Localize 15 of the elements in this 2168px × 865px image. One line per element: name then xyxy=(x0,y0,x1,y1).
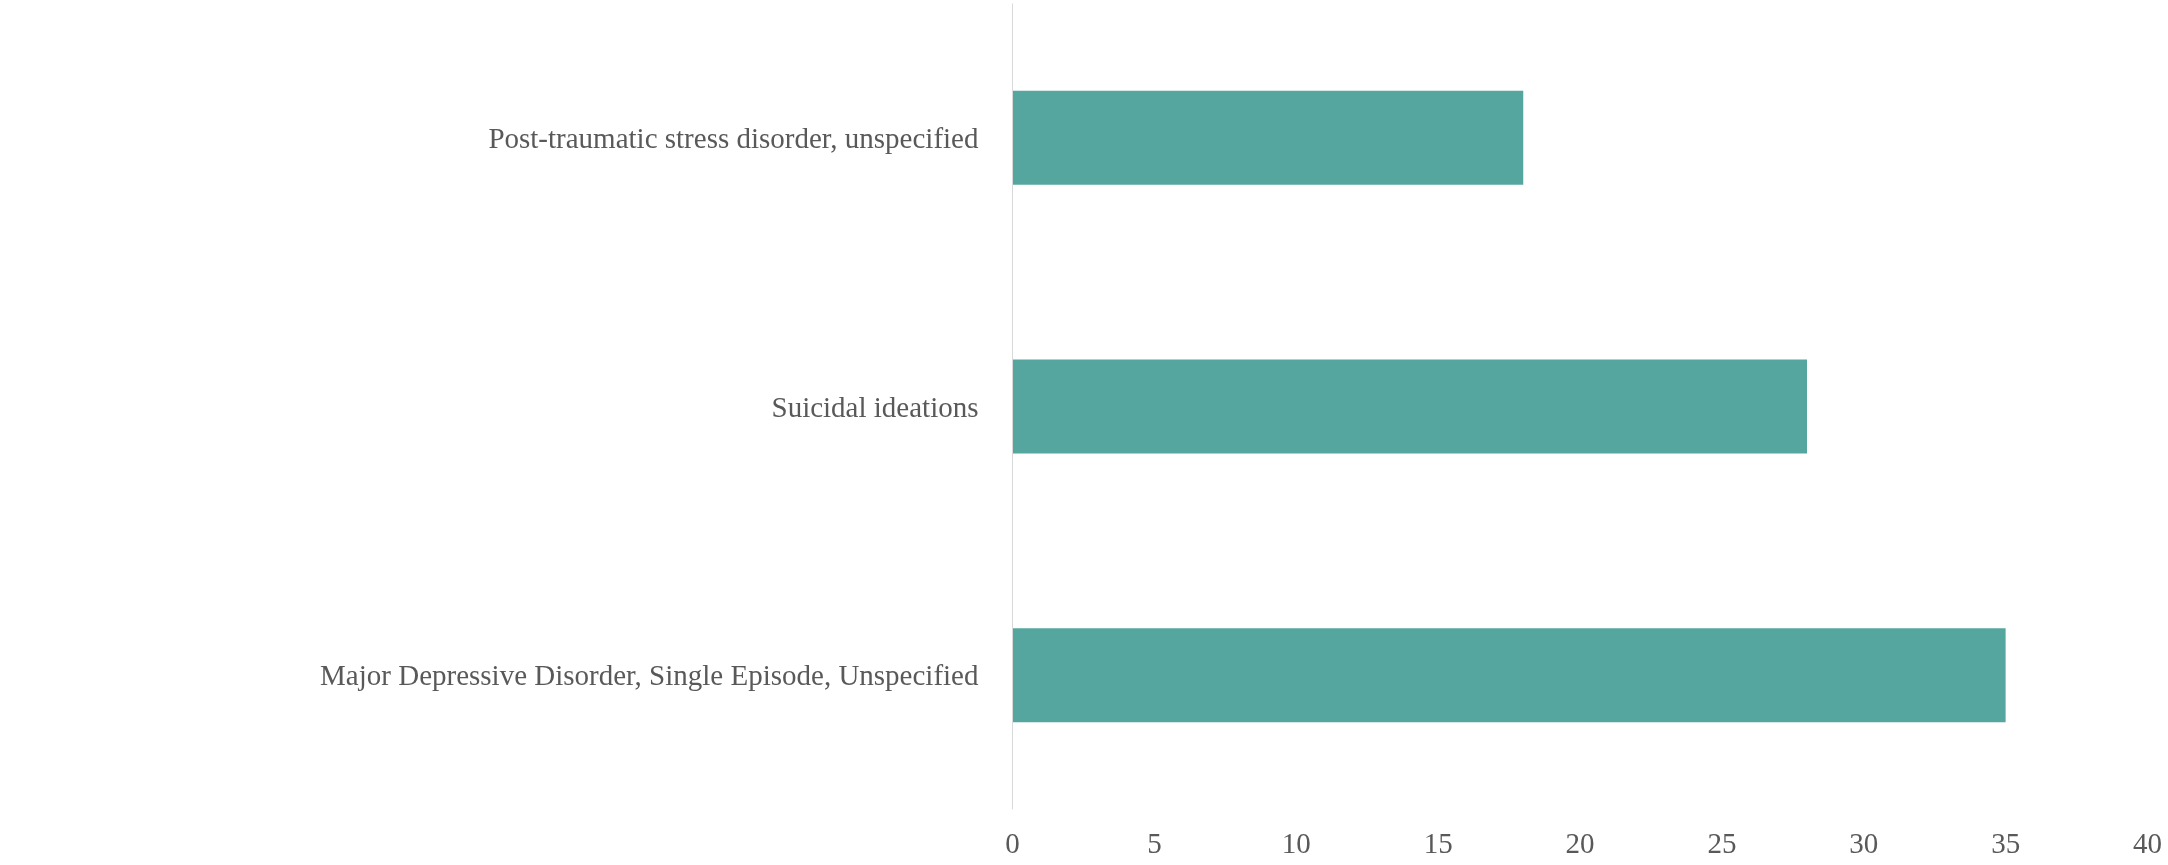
y-tick-label: Suicidal ideations xyxy=(771,390,979,423)
x-tick-label: 40 xyxy=(2133,826,2162,859)
x-tick-label: 35 xyxy=(1991,826,2021,859)
bar xyxy=(1012,628,2006,723)
x-tick-label: 10 xyxy=(1281,826,1311,859)
bar xyxy=(1012,90,1524,185)
y-tick-label: Major Depressive Disorder, Single Episode, Unspecified xyxy=(320,659,979,692)
x-tick-label: 25 xyxy=(1707,826,1737,859)
x-tick-label: 5 xyxy=(1147,826,1162,859)
bar xyxy=(1012,359,1807,454)
x-tick-label: 15 xyxy=(1423,826,1453,859)
y-tick-label: Post-traumatic stress disorder, unspecified xyxy=(488,121,979,154)
x-tick-label: 30 xyxy=(1849,826,1879,859)
x-tick-label: 20 xyxy=(1565,826,1595,859)
x-tick-label: 0 xyxy=(1005,826,1020,859)
